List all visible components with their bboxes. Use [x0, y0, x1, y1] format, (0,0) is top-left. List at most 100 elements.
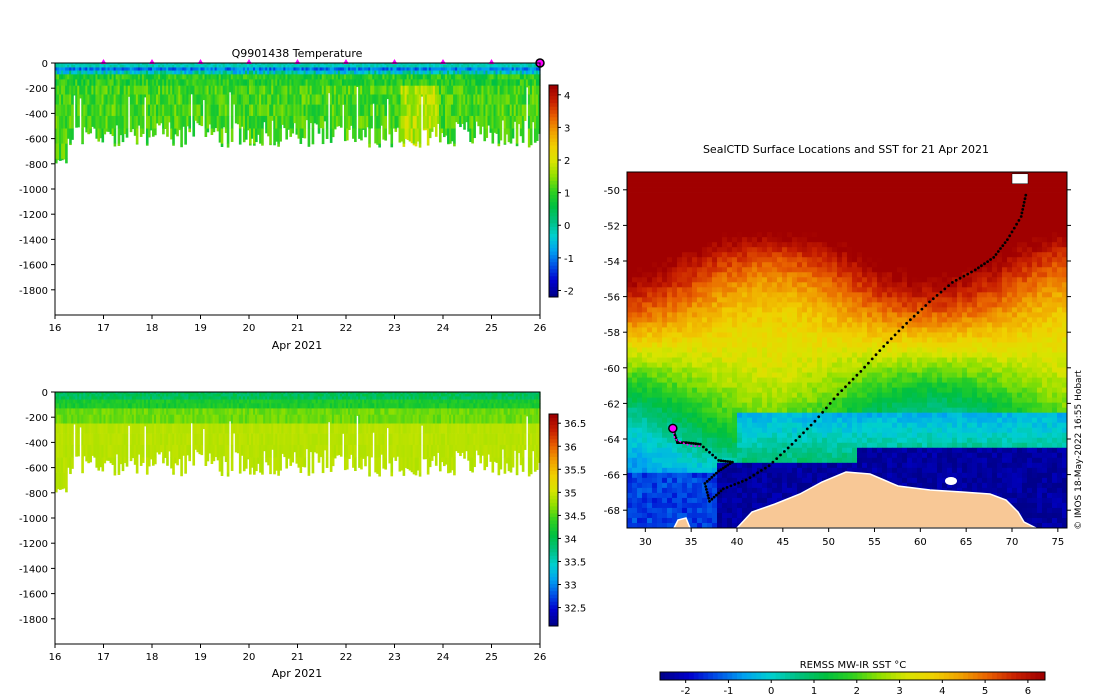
section-cell	[509, 94, 513, 105]
section-cell	[283, 408, 286, 415]
section-cell	[73, 393, 76, 397]
section-cell	[123, 393, 127, 397]
section-cell	[396, 70, 400, 75]
section-cell	[271, 104, 274, 117]
section-cell	[198, 104, 202, 117]
section-cell	[226, 392, 230, 395]
section-cell	[186, 94, 189, 105]
section-cell	[135, 64, 139, 68]
section-cell	[366, 414, 369, 424]
section-cell	[117, 94, 121, 105]
section-cell	[166, 128, 169, 137]
section-cell	[145, 74, 149, 80]
section-cell	[255, 393, 258, 397]
section-cell	[208, 64, 212, 68]
section-cell	[182, 414, 185, 424]
section-cell	[436, 403, 440, 409]
section-cell	[63, 414, 66, 424]
section-cell	[366, 444, 369, 457]
section-cell	[99, 423, 103, 434]
section-cell	[238, 403, 242, 409]
section-cell	[339, 63, 343, 66]
section-cell	[307, 414, 311, 424]
section-cell	[440, 399, 444, 404]
section-cell	[481, 115, 485, 127]
section-cell	[335, 414, 339, 424]
section-cell	[289, 423, 293, 434]
section-cell	[101, 128, 105, 143]
section-cell	[438, 63, 442, 66]
section-cell	[487, 104, 491, 117]
section-cell	[475, 403, 478, 409]
section-cell	[333, 444, 337, 458]
section-cell	[535, 74, 539, 80]
section-cell	[422, 85, 426, 95]
section-cell	[350, 403, 353, 409]
section-cell	[65, 396, 68, 400]
section-cell	[376, 423, 379, 434]
section-cell	[198, 79, 202, 86]
section-cell	[103, 393, 107, 397]
section-cell	[319, 63, 323, 66]
section-cell	[55, 403, 58, 409]
section-cell	[473, 70, 476, 75]
section-cell	[137, 79, 141, 86]
section-cell	[255, 63, 258, 66]
section-cell	[348, 128, 351, 130]
section-cell	[404, 128, 408, 139]
section-cell	[257, 396, 260, 400]
section-cell	[388, 393, 392, 397]
section-cell	[109, 414, 113, 424]
section-cell	[293, 396, 297, 400]
section-cell	[166, 414, 169, 424]
section-cell	[408, 423, 412, 434]
section-cell	[202, 423, 206, 430]
section-cell	[194, 403, 198, 409]
section-cell	[507, 63, 511, 66]
section-cell	[406, 94, 410, 105]
section-cell	[372, 408, 375, 415]
section-cell	[343, 128, 347, 142]
section-cell	[343, 414, 347, 424]
section-cell	[356, 67, 359, 71]
section-cell	[257, 392, 260, 395]
section-cell	[315, 74, 319, 80]
section-cell	[531, 64, 535, 68]
section-cell	[164, 79, 167, 86]
colorbar-tick-label: 1	[564, 189, 570, 200]
section-cell	[465, 414, 468, 424]
section-cell	[370, 396, 373, 400]
section-cell	[269, 94, 272, 105]
section-cell	[533, 67, 537, 71]
section-cell	[406, 393, 410, 397]
section-cell	[295, 403, 299, 409]
section-cell	[206, 70, 210, 75]
section-cell	[194, 408, 198, 415]
section-cell	[343, 115, 347, 129]
section-cell	[127, 74, 131, 80]
section-cell	[174, 423, 177, 434]
section-cell	[87, 393, 90, 397]
section-cell	[156, 393, 159, 397]
section-cell	[428, 128, 432, 139]
section-cell	[348, 457, 351, 459]
section-cell	[113, 115, 117, 129]
section-cell	[206, 392, 210, 395]
section-cell	[396, 85, 400, 95]
section-cell	[192, 403, 196, 409]
section-cell	[261, 392, 264, 395]
section-cell	[412, 457, 416, 473]
section-cell	[410, 94, 414, 105]
section-cell	[529, 79, 533, 86]
section-cell	[73, 392, 76, 395]
section-cell	[394, 423, 398, 434]
section-cell	[77, 392, 80, 395]
section-cell	[428, 67, 432, 71]
section-cell	[283, 115, 286, 129]
section-cell	[313, 104, 317, 117]
section-cell	[402, 74, 406, 80]
section-cell	[147, 444, 151, 458]
section-cell	[317, 392, 321, 395]
section-cell	[279, 444, 282, 458]
section-cell	[194, 399, 198, 404]
